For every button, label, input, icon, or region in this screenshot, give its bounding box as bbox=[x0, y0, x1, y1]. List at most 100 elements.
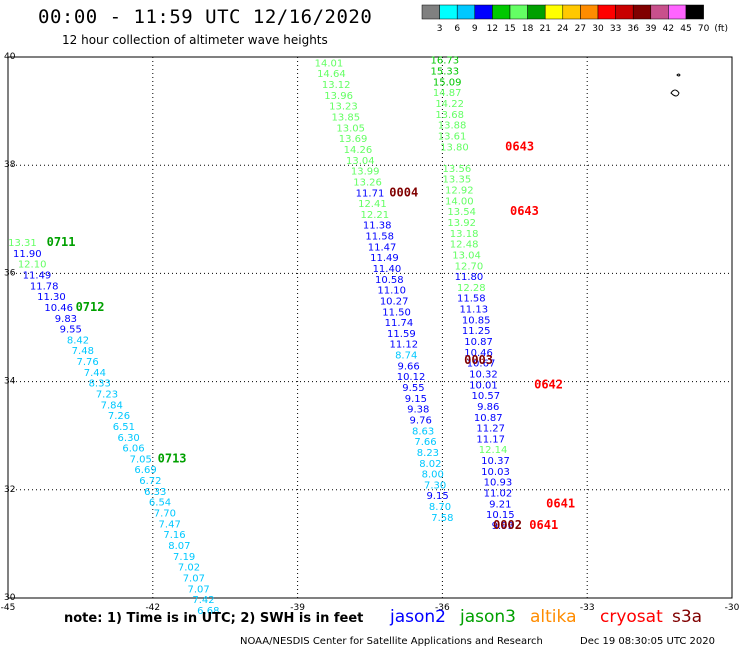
wave-height-value: 11.17 bbox=[476, 434, 505, 445]
wave-height-value: 13.88 bbox=[438, 121, 467, 132]
x-tick-label: -42 bbox=[145, 603, 160, 613]
wave-height-value: 11.74 bbox=[385, 318, 414, 329]
x-tick-label: -36 bbox=[435, 603, 450, 613]
wave-height-value: 14.64 bbox=[317, 69, 346, 80]
wave-height-value: 6.69 bbox=[134, 465, 156, 476]
wave-height-value: 11.12 bbox=[389, 340, 418, 351]
wave-height-value: 7.42 bbox=[192, 595, 214, 606]
wave-height-value: 8.70 bbox=[429, 502, 451, 513]
wave-height-value: 6.54 bbox=[149, 498, 171, 509]
wave-height-value: 9.83 bbox=[55, 314, 77, 325]
wave-height-value: 10.12 bbox=[397, 372, 426, 383]
chart-title: 00:00 - 11:59 UTC 12/16/2020 bbox=[38, 6, 373, 28]
wave-height-value: 13.35 bbox=[443, 175, 472, 186]
credit-text: NOAA/NESDIS Center for Satellite Applica… bbox=[240, 636, 543, 647]
y-tick-label: 36 bbox=[4, 268, 16, 278]
wave-height-value: 7.66 bbox=[414, 437, 436, 448]
wave-height-value: 8.23 bbox=[417, 448, 439, 459]
wave-height-value: 13.96 bbox=[324, 91, 353, 102]
legend-jason2: jason2 bbox=[390, 607, 446, 627]
wave-height-value: 10.85 bbox=[462, 315, 491, 326]
wave-height-value: 10.87 bbox=[474, 413, 503, 424]
wave-height-value: 7.76 bbox=[77, 357, 99, 368]
wave-height-value: 13.04 bbox=[452, 250, 481, 261]
wave-height-value: 11.50 bbox=[382, 307, 411, 318]
wave-height-value: 6.30 bbox=[118, 433, 140, 444]
wave-height-value: 11.78 bbox=[30, 281, 59, 292]
wave-height-value: 14.22 bbox=[435, 99, 464, 110]
plot-frame bbox=[7, 56, 733, 599]
wave-height-value: 10.57 bbox=[472, 391, 501, 402]
wave-height-value: 13.69 bbox=[339, 134, 368, 145]
wave-height-value: 11.38 bbox=[363, 221, 392, 232]
wave-height-value: 12.41 bbox=[358, 199, 387, 210]
wave-height-value: 13.04 bbox=[346, 156, 375, 167]
wave-height-value: 14.87 bbox=[433, 88, 462, 99]
color-swatch bbox=[685, 4, 704, 20]
legend-jason3: jason3 bbox=[460, 607, 516, 627]
color-scale-label: 15 bbox=[504, 24, 515, 34]
wave-height-value: 11.10 bbox=[377, 286, 406, 297]
wave-height-value: 7.84 bbox=[101, 400, 123, 411]
wave-height-value: 10.01 bbox=[469, 380, 498, 391]
wave-height-value: 6.33 bbox=[144, 487, 166, 498]
wave-height-value: 6.51 bbox=[113, 422, 135, 433]
wave-height-value: 11.13 bbox=[459, 305, 488, 316]
color-scale-label: 70 bbox=[698, 24, 710, 34]
wave-height-value: 7.23 bbox=[96, 390, 118, 401]
wave-height-value: 8.42 bbox=[67, 335, 89, 346]
wave-height-value: 14.01 bbox=[315, 58, 344, 69]
color-scale-label: (ft) bbox=[714, 24, 728, 34]
wave-height-value: 11.49 bbox=[370, 253, 399, 264]
wave-height-value: 9.15 bbox=[426, 491, 448, 502]
wave-height-value: 7.47 bbox=[159, 519, 181, 530]
wave-height-value: 13.99 bbox=[351, 167, 380, 178]
wave-height-value: 9.66 bbox=[397, 361, 419, 372]
wave-height-value: 13.23 bbox=[329, 102, 358, 113]
legend-cryosat: cryosat bbox=[600, 607, 663, 627]
x-tick-label: -39 bbox=[290, 603, 305, 613]
wave-height-value: 7.70 bbox=[154, 509, 176, 520]
wave-height-value: 11.58 bbox=[457, 294, 486, 305]
color-scale-label: 21 bbox=[539, 24, 550, 34]
legend-s3a: s3a bbox=[672, 607, 703, 627]
wave-height-value: 12.14 bbox=[479, 445, 508, 456]
wave-height-value: 10.15 bbox=[486, 510, 515, 521]
wave-height-value: 11.27 bbox=[476, 424, 505, 435]
y-tick-label: 32 bbox=[4, 485, 15, 495]
x-tick-label: -30 bbox=[725, 603, 740, 613]
wave-height-value: 8.74 bbox=[395, 351, 417, 362]
wave-height-value: 7.05 bbox=[130, 454, 152, 465]
wave-height-value: 13.12 bbox=[322, 80, 351, 91]
wave-height-value: 13.92 bbox=[447, 218, 476, 229]
pass-time-label: 0003 bbox=[464, 353, 493, 367]
wave-height-value: 11.59 bbox=[387, 329, 416, 340]
wave-height-value: 12.92 bbox=[445, 186, 474, 197]
wave-height-value: 13.54 bbox=[447, 207, 476, 218]
wave-height-value: 11.25 bbox=[462, 326, 491, 337]
y-tick-label: 40 bbox=[4, 52, 16, 62]
wave-height-value: 8.00 bbox=[422, 470, 444, 481]
wave-height-value: 7.19 bbox=[173, 552, 195, 563]
wave-height-value: 7.48 bbox=[72, 346, 94, 357]
x-tick-label: -33 bbox=[580, 603, 595, 613]
wave-height-value: 10.46 bbox=[44, 303, 73, 314]
color-scale-legend: 3 6 9 12 15 18 21 24 27 30 33 36 39 42 45 70 (ft) bbox=[421, 4, 728, 34]
wave-height-value: 9.38 bbox=[407, 405, 429, 416]
island-outline bbox=[670, 73, 681, 97]
wave-height-value: 8.63 bbox=[412, 426, 434, 437]
color-scale-label: 36 bbox=[627, 24, 639, 34]
wave-height-value: 11.58 bbox=[365, 232, 394, 243]
wave-height-value: 11.71 bbox=[356, 188, 385, 199]
pass-time-label: 0643 bbox=[505, 139, 534, 153]
wave-height-value: 11.47 bbox=[368, 242, 397, 253]
wave-height-value: 6.68 bbox=[197, 606, 219, 617]
wave-height-value: 7.58 bbox=[431, 513, 453, 524]
color-scale-label: 27 bbox=[575, 24, 586, 34]
wave-height-value: 9.99 bbox=[492, 521, 514, 532]
color-scale-label: 33 bbox=[610, 24, 621, 34]
pass-time-label: 0643 bbox=[510, 204, 539, 218]
chart-subtitle: 12 hour collection of altimeter wave hei… bbox=[62, 33, 328, 47]
y-tick-label: 38 bbox=[4, 160, 16, 170]
wave-height-value: 10.87 bbox=[464, 337, 493, 348]
